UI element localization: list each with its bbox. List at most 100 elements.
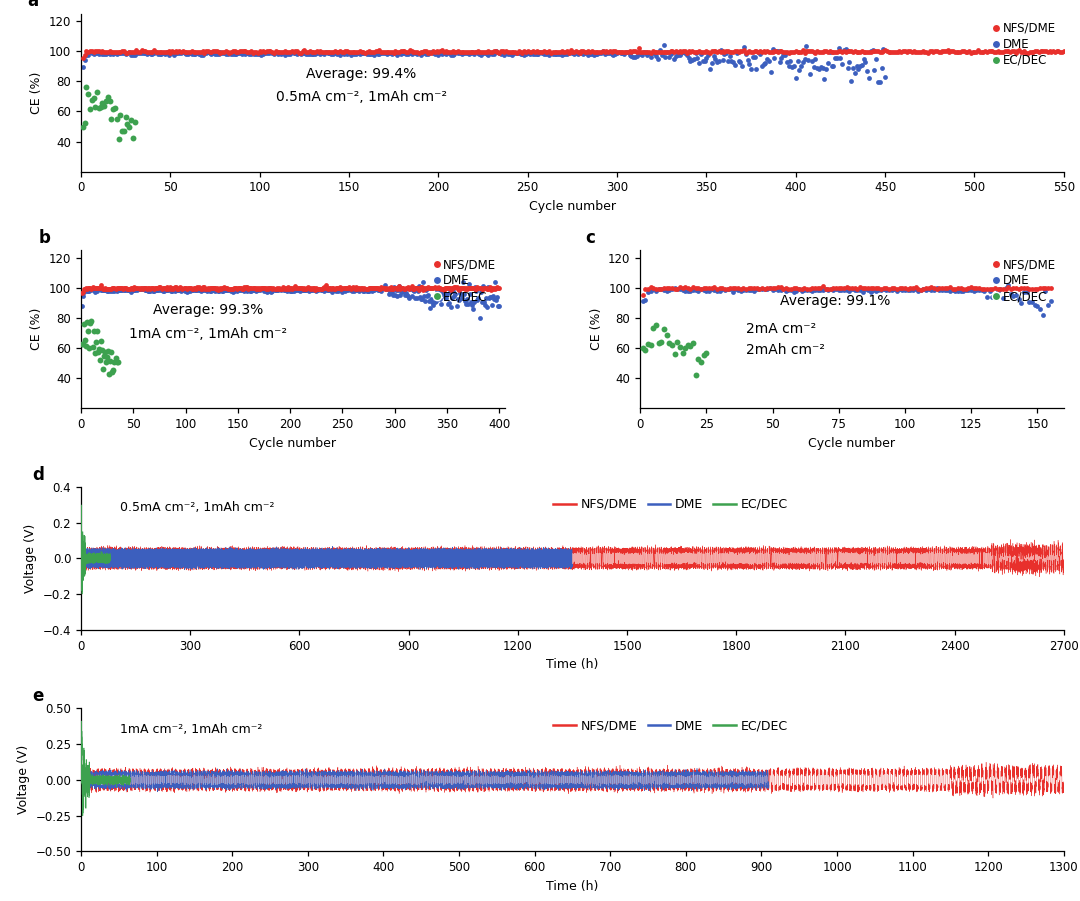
Point [127, 282, 145, 296]
Point [332, 48, 349, 62]
Point [320, 283, 337, 297]
Point [116, 281, 133, 296]
Point [111, 46, 129, 60]
Point [140, 46, 158, 60]
Point [283, 281, 300, 296]
Point [676, 341, 693, 356]
Point [521, 45, 538, 59]
Point [248, 281, 266, 296]
Point [392, 281, 409, 296]
Point [986, 289, 1003, 304]
Point [144, 281, 161, 296]
Point [135, 44, 152, 59]
Point [148, 283, 165, 297]
Point [537, 44, 554, 59]
Point [613, 45, 631, 59]
Point [796, 52, 813, 67]
Point [305, 45, 322, 59]
Point [743, 280, 760, 295]
Point [796, 45, 813, 59]
Point [814, 45, 832, 59]
Point [711, 53, 728, 68]
Point [687, 368, 704, 382]
Point [203, 45, 220, 59]
Point [771, 55, 788, 69]
Point [685, 280, 702, 295]
Point [889, 44, 906, 59]
Point [474, 46, 491, 60]
Point [432, 281, 449, 296]
Point [302, 283, 320, 297]
Point [391, 46, 408, 60]
Point [82, 280, 99, 295]
Point [566, 45, 583, 59]
Point [103, 46, 120, 60]
Point [473, 295, 490, 309]
Point [856, 282, 874, 296]
Legend: NFS/DME, DME, EC/DEC: NFS/DME, DME, EC/DEC [549, 714, 793, 738]
Point [960, 44, 977, 59]
Point [801, 44, 819, 59]
Point [122, 48, 139, 62]
Point [492, 44, 510, 59]
Point [406, 291, 423, 305]
Point [583, 44, 600, 59]
Point [183, 281, 200, 296]
Point [435, 45, 453, 59]
Point [264, 282, 281, 296]
Point [191, 281, 208, 296]
Point [285, 46, 302, 60]
Point [247, 282, 265, 296]
Point [932, 44, 949, 59]
Point [97, 47, 114, 61]
Point [326, 282, 343, 296]
Point [470, 291, 487, 305]
Point [318, 278, 335, 292]
Point [75, 337, 92, 351]
Point [258, 281, 275, 296]
Point [1021, 296, 1038, 310]
Point [746, 44, 764, 59]
Point [404, 281, 421, 296]
Point [933, 44, 950, 59]
Point [681, 339, 699, 353]
Point [681, 284, 699, 298]
Point [548, 45, 565, 59]
Point [542, 46, 559, 60]
Point [846, 282, 863, 296]
Point [193, 282, 211, 296]
Point [779, 55, 796, 69]
Point [591, 46, 608, 60]
Point [259, 284, 276, 298]
Point [83, 314, 100, 329]
Point [92, 46, 109, 60]
Point [658, 284, 675, 298]
Point [690, 284, 707, 298]
Point [353, 46, 370, 60]
Point [269, 44, 286, 59]
Point [948, 45, 966, 59]
Point [833, 281, 850, 296]
Point [537, 47, 554, 61]
Point [769, 45, 786, 59]
Point [1036, 44, 1053, 59]
Point [129, 283, 146, 297]
Point [221, 281, 239, 296]
Point [364, 283, 381, 297]
Point [588, 45, 605, 59]
Point [645, 282, 662, 296]
Point [242, 284, 259, 298]
Point [414, 280, 431, 295]
Point [242, 281, 259, 296]
Point [443, 299, 460, 314]
Point [368, 281, 386, 296]
Point [486, 292, 503, 306]
Point [91, 353, 108, 368]
Point [107, 281, 124, 296]
Point [735, 43, 753, 58]
Point [212, 282, 229, 296]
Point [94, 282, 111, 296]
Point [955, 44, 972, 59]
Point [1039, 297, 1056, 312]
Point [515, 48, 532, 62]
